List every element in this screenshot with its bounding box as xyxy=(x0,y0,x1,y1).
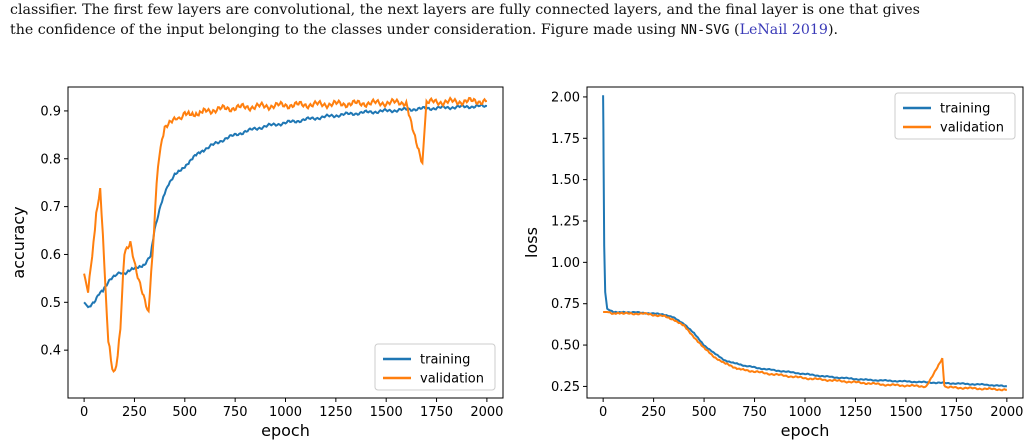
y-tick-label: 0.9 xyxy=(40,104,61,119)
citation-open: ( xyxy=(734,22,740,38)
caption-line-1: classifier. The first few layers are con… xyxy=(10,2,920,18)
legend-label-training: training xyxy=(940,102,990,117)
y-tick-label: 0.6 xyxy=(40,248,61,263)
x-tick-label: 750 xyxy=(223,405,248,420)
x-tick-label: 1000 xyxy=(269,405,302,420)
x-tick-label: 0 xyxy=(80,405,88,420)
x-tick-label: 1250 xyxy=(839,405,872,420)
x-tick-label: 1250 xyxy=(319,405,352,420)
citation-link[interactable]: LeNail 2019 xyxy=(739,22,828,38)
y-axis-label: loss xyxy=(522,227,541,258)
tool-name: NN-SVG xyxy=(680,22,730,38)
caption-line-2-text: the confidence of the input belonging to… xyxy=(10,22,677,38)
citation-close: ). xyxy=(827,22,838,38)
legend-label-training: training xyxy=(420,353,470,368)
y-tick-label: 0.50 xyxy=(551,339,580,354)
y-tick-label: 2.00 xyxy=(551,90,580,105)
chart-2: 0 250 500 750 1000 1250 1500 1750 2000 0.25 0.50 0.… xyxy=(522,86,1024,440)
y-tick-label: 1.50 xyxy=(551,173,580,188)
legend-label-validation: validation xyxy=(940,121,1004,136)
x-tick-label: 250 xyxy=(641,405,666,420)
x-tick-label: 500 xyxy=(692,405,717,420)
x-axis-label: epoch xyxy=(781,421,830,440)
y-tick-label: 0.75 xyxy=(551,297,580,312)
x-tick-label: 500 xyxy=(172,405,197,420)
x-tick-label: 2000 xyxy=(990,405,1023,420)
caption-line-2: the confidence of the input belonging to… xyxy=(10,20,1030,40)
y-tick-label: 0.4 xyxy=(40,344,61,359)
x-tick-label: 2000 xyxy=(470,405,503,420)
chart-1: 0 250 500 750 1000 1250 1500 1750 2000 0.4 0.5 0.6 0… xyxy=(9,86,504,440)
figure-caption: classifier. The first few layers are con… xyxy=(10,0,1030,40)
y-tick-label: 1.00 xyxy=(551,256,580,271)
x-axis-label: epoch xyxy=(261,421,310,440)
y-tick-label: 1.75 xyxy=(551,132,580,147)
x-tick-label: 750 xyxy=(742,405,767,420)
y-tick-label: 0.8 xyxy=(40,152,61,167)
series-line-validation xyxy=(603,311,1007,392)
x-tick-label: 1750 xyxy=(420,405,453,420)
x-tick-label: 1500 xyxy=(370,405,403,420)
y-tick-label: 0.7 xyxy=(40,200,61,215)
y-axis-label: accuracy xyxy=(9,206,28,278)
series-line-training xyxy=(83,103,488,309)
x-tick-label: 1500 xyxy=(889,405,922,420)
y-tick-label: 0.25 xyxy=(551,380,580,395)
x-tick-label: 250 xyxy=(122,405,147,420)
series-line-validation xyxy=(83,96,488,373)
x-tick-label: 1750 xyxy=(940,405,973,420)
x-tick-label: 0 xyxy=(599,405,607,420)
y-tick-label: 1.25 xyxy=(551,214,580,229)
legend-label-validation: validation xyxy=(420,372,484,387)
y-tick-label: 0.5 xyxy=(40,296,61,311)
x-tick-label: 1000 xyxy=(788,405,821,420)
